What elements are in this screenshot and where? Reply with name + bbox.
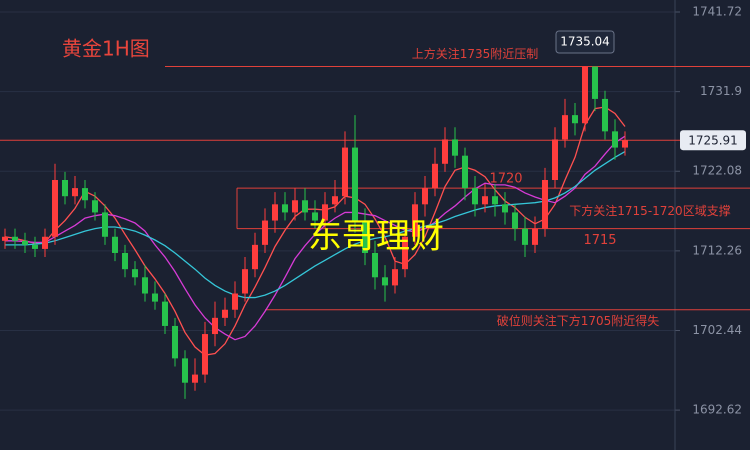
candle-body — [312, 212, 318, 221]
y-tick-label: 1712.26 — [692, 243, 742, 257]
candle-body — [122, 252, 128, 270]
candle-body — [572, 115, 578, 124]
y-tick-label: 1731.9 — [700, 84, 742, 98]
candle-body — [432, 163, 438, 189]
candle-body — [522, 228, 528, 245]
candle-body — [442, 139, 448, 164]
candle-body — [12, 236, 18, 241]
y-tick-label: 1702.44 — [692, 323, 742, 337]
candle-body — [102, 212, 108, 237]
candle-body — [162, 301, 168, 326]
candle-body — [352, 147, 358, 221]
high-callout-label: 1735.04 — [560, 35, 610, 49]
zone-bottom-label: 1715 — [583, 233, 616, 248]
candle-body — [402, 236, 408, 270]
candle-body — [182, 358, 188, 383]
candle-body — [92, 200, 98, 213]
y-tick-label: 1741.72 — [692, 5, 742, 19]
candle-body — [512, 212, 518, 229]
candle-body — [542, 180, 548, 229]
candle-body — [362, 220, 368, 253]
candle-body — [82, 188, 88, 201]
resistance-label: 上方关注1735附近压制 — [412, 46, 539, 61]
candle-body — [452, 139, 458, 156]
candle-body — [142, 277, 148, 294]
candle-body — [622, 140, 628, 148]
candle-body — [22, 240, 28, 245]
candle-body — [212, 317, 218, 335]
candle-body — [582, 66, 588, 124]
zone-label: 下方关注1715-1720区域支撑 — [569, 203, 730, 218]
watermark: 东哥理财 — [308, 217, 444, 257]
y-tick-label: 1692.62 — [692, 403, 742, 417]
candle-body — [552, 139, 558, 180]
last-price-tag — [680, 130, 746, 151]
candle-body — [342, 147, 348, 197]
candle-body — [152, 293, 158, 302]
candles — [2, 66, 628, 399]
candle-body — [322, 204, 328, 221]
candle-body — [502, 204, 508, 213]
candle-body — [262, 220, 268, 245]
candle-body — [192, 374, 198, 383]
candle-body — [462, 155, 468, 189]
candle-body — [392, 269, 398, 286]
candle-body — [372, 252, 378, 278]
candle-body — [2, 236, 8, 241]
candle-body — [412, 204, 418, 237]
candle-body — [292, 200, 298, 213]
candle-body — [132, 269, 138, 278]
candle-body — [72, 188, 78, 197]
candle-body — [242, 269, 248, 294]
candle-body — [272, 204, 278, 221]
candle-body — [592, 66, 598, 99]
candle-body — [472, 188, 478, 205]
breakdown-label: 破位则关注下方1705附近得失 — [497, 313, 660, 328]
candle-body — [302, 200, 308, 213]
candle-body — [112, 236, 118, 253]
candle-body — [282, 204, 288, 213]
candle-body — [562, 115, 568, 140]
candle-body — [492, 196, 498, 205]
zone-top-label: 1720 — [489, 172, 522, 187]
candle-body — [172, 325, 178, 359]
candle-body — [532, 228, 538, 245]
high-callout-box — [555, 30, 615, 54]
candle-body — [422, 188, 428, 205]
candle-body — [602, 98, 608, 132]
candle-body — [332, 196, 338, 205]
candle-body — [232, 293, 238, 310]
y-tick-label: 1722.08 — [692, 164, 742, 178]
last-price-label: 1725.91 — [688, 134, 738, 148]
candle-body — [52, 180, 58, 237]
candle-body — [32, 244, 38, 249]
moving-average-line — [5, 135, 626, 341]
moving-average-line — [5, 151, 626, 299]
candle-body — [382, 277, 388, 286]
candle-body — [252, 244, 258, 270]
candle-body — [62, 180, 68, 197]
candle-body — [42, 236, 48, 249]
candle-body — [202, 334, 208, 375]
candle-body — [482, 196, 488, 205]
chart-title: 黄金1H图 — [62, 37, 150, 61]
candle-body — [612, 131, 618, 148]
candle-body — [222, 309, 228, 318]
